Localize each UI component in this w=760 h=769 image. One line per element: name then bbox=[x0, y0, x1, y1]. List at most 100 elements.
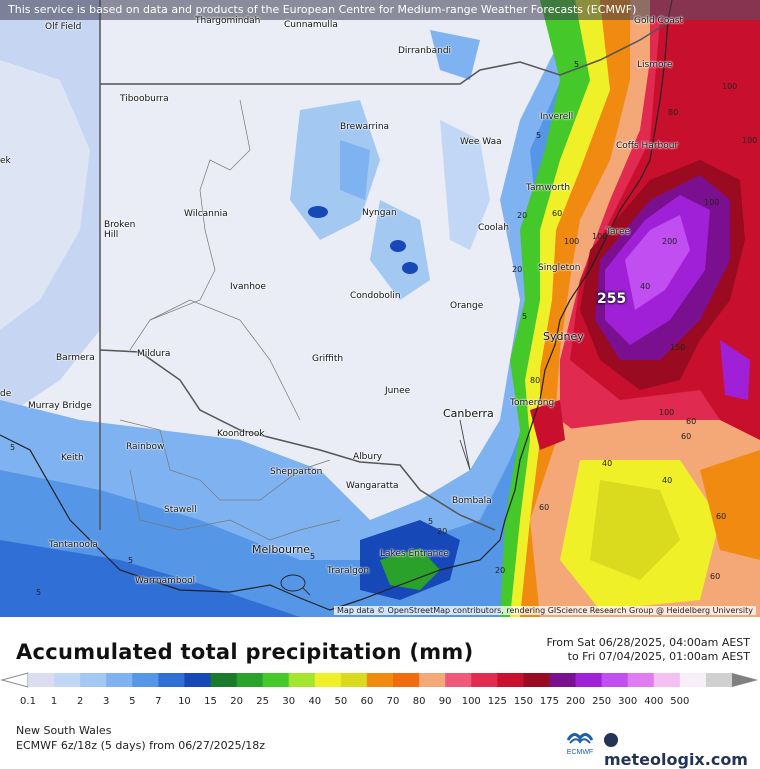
legend-title: Accumulated total precipitation (mm) bbox=[16, 640, 474, 664]
city-label: Inverell bbox=[540, 112, 574, 122]
meteologix-brand[interactable]: meteologix.com bbox=[604, 731, 760, 769]
city-tibooburra[interactable]: Tibooburra bbox=[120, 94, 169, 104]
city-label: Broken Hill bbox=[104, 220, 136, 240]
precipitation-map[interactable]: This service is based on data and produc… bbox=[0, 0, 760, 617]
map-data-credit: Map data © OpenStreetMap contributors, r… bbox=[334, 606, 756, 615]
isoline-label: 5 bbox=[128, 556, 134, 565]
city-koondrook[interactable]: Koondrook bbox=[217, 429, 265, 439]
isoline-label: 80 bbox=[530, 376, 541, 385]
isoline-label: 60 bbox=[552, 209, 563, 218]
city-label: Olf Field bbox=[45, 22, 82, 32]
scale-level-label: 500 bbox=[670, 696, 690, 707]
city-junee[interactable]: Junee bbox=[385, 386, 410, 396]
time-range-from: From Sat 06/28/2025, 04:00am AEST bbox=[546, 636, 750, 649]
scale-level-label: 1 bbox=[50, 696, 58, 707]
city-singleton[interactable]: Singleton bbox=[538, 263, 580, 273]
city-label: Tamworth bbox=[526, 183, 571, 193]
color-scale bbox=[0, 672, 758, 688]
scale-level-label: 30 bbox=[282, 696, 296, 707]
city-ivanhoe[interactable]: Ivanhoe bbox=[230, 282, 266, 292]
scale-swatch bbox=[705, 673, 733, 687]
city-melbourne[interactable]: Melbourne bbox=[252, 543, 310, 556]
city-label: Barmera bbox=[56, 353, 95, 363]
city-de[interactable]: de bbox=[0, 389, 11, 399]
city-inverell[interactable]: Inverell bbox=[540, 112, 573, 122]
city-broken-hill[interactable]: Broken Hill bbox=[104, 220, 144, 240]
city-tomerong[interactable]: Tomerong bbox=[510, 398, 554, 408]
isoline-label: 100 bbox=[564, 237, 580, 246]
city-wee-waa[interactable]: Wee Waa bbox=[460, 137, 502, 147]
city-lakes-entrance[interactable]: Lakes Entrance bbox=[380, 549, 449, 559]
isoline-label: 40 bbox=[602, 459, 613, 468]
city-label: Griffith bbox=[312, 354, 344, 364]
scale-level-label: 250 bbox=[592, 696, 612, 707]
isoline-label: 20 bbox=[512, 265, 523, 274]
city-barmera[interactable]: Barmera bbox=[56, 353, 95, 363]
city-condobolin[interactable]: Condobolin bbox=[350, 291, 401, 301]
isoline-label: 20 bbox=[495, 566, 506, 575]
scale-swatch bbox=[28, 673, 55, 687]
isoline-label: 20 bbox=[437, 527, 448, 536]
city-brewarrina[interactable]: Brewarrina bbox=[340, 122, 389, 132]
city-label: Melbourne bbox=[252, 543, 311, 556]
scale-swatch bbox=[471, 673, 498, 687]
scale-swatch bbox=[210, 673, 238, 687]
scale-swatch bbox=[80, 673, 107, 687]
city-label: Junee bbox=[385, 386, 411, 396]
isoline-label: 40 bbox=[640, 282, 651, 291]
city-wilcannia[interactable]: Wilcannia bbox=[184, 209, 228, 219]
scale-level-label: 20 bbox=[230, 696, 243, 707]
city-label: de bbox=[0, 389, 12, 399]
city-stawell[interactable]: Stawell bbox=[164, 505, 197, 515]
city-nyngan[interactable]: Nyngan bbox=[362, 208, 397, 218]
city-tamworth[interactable]: Tamworth bbox=[526, 183, 570, 193]
city-coolah[interactable]: Coolah bbox=[478, 223, 509, 233]
city-label: Stawell bbox=[164, 505, 197, 515]
city-warrnambool[interactable]: Warrnambool bbox=[135, 576, 195, 586]
color-scale-labels: 0.1 1 2 3 5 7 10 15 20 25 30 40 50 60 70 80 90 100 125 150 1… bbox=[0, 696, 760, 710]
city-bombala[interactable]: Bombala bbox=[452, 496, 492, 506]
scale-swatch bbox=[549, 673, 577, 687]
scale-level-label: 25 bbox=[256, 696, 270, 707]
city-ek[interactable]: ek bbox=[0, 156, 11, 166]
scale-swatch bbox=[497, 673, 524, 687]
city-traralgon[interactable]: Traralgon bbox=[327, 566, 369, 576]
city-gold-coast[interactable]: Gold Coast bbox=[634, 16, 683, 26]
city-olf-field[interactable]: Olf Field bbox=[45, 22, 81, 32]
city-tantanoola[interactable]: Tantanoola bbox=[49, 540, 98, 550]
city-mildura[interactable]: Mildura bbox=[137, 349, 170, 359]
city-label: Wilcannia bbox=[184, 209, 228, 219]
city-orange[interactable]: Orange bbox=[450, 301, 483, 311]
city-cunnamulla[interactable]: Cunnamulla bbox=[284, 20, 338, 30]
scale-swatch bbox=[314, 673, 342, 687]
city-murray-bridge[interactable]: Murray Bridge bbox=[28, 401, 92, 411]
scale-swatch bbox=[653, 673, 681, 687]
city-thargomindah[interactable]: Thargomindah bbox=[195, 16, 260, 26]
isoline-label: 40 bbox=[662, 476, 673, 485]
city-keith[interactable]: Keith bbox=[61, 453, 84, 463]
city-taree[interactable]: Taree bbox=[606, 227, 630, 237]
city-griffith[interactable]: Griffith bbox=[312, 354, 343, 364]
city-label: Lakes Entrance bbox=[380, 549, 449, 559]
isoline-label: 5 bbox=[536, 131, 542, 140]
city-label: Keith bbox=[61, 453, 84, 463]
city-rainbow[interactable]: Rainbow bbox=[126, 442, 164, 452]
city-label: Traralgon bbox=[327, 566, 370, 576]
city-label: Lismore bbox=[637, 60, 673, 70]
city-sydney[interactable]: Sydney bbox=[543, 330, 584, 343]
city-label: Tantanoola bbox=[49, 540, 99, 550]
city-canberra[interactable]: Canberra bbox=[443, 407, 494, 420]
city-shepparton[interactable]: Shepparton bbox=[270, 467, 322, 477]
city-label: Thargomindah bbox=[195, 16, 261, 26]
scale-level-label: 100 bbox=[461, 696, 481, 707]
scale-level-label: 300 bbox=[618, 696, 638, 707]
city-wangaratta[interactable]: Wangaratta bbox=[346, 481, 399, 491]
scale-arrow-right bbox=[732, 673, 758, 687]
city-lismore[interactable]: Lismore bbox=[637, 60, 673, 70]
city-albury[interactable]: Albury bbox=[353, 452, 382, 462]
scale-swatch bbox=[54, 673, 81, 687]
scale-level-label: 3 bbox=[103, 696, 110, 707]
city-coffs-harbour[interactable]: Coffs Harbour bbox=[616, 141, 678, 151]
scale-swatch bbox=[445, 673, 472, 687]
city-dirranbandi[interactable]: Dirranbandi bbox=[398, 46, 451, 56]
